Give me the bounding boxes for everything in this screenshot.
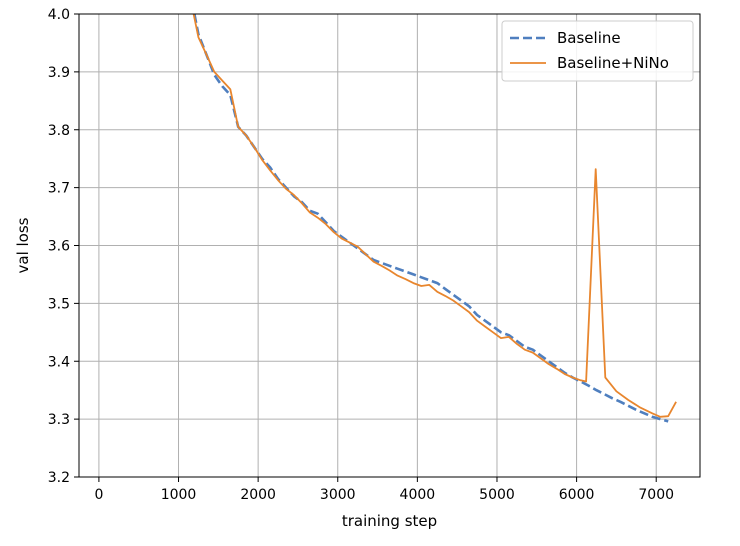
y-tick-label: 3.5 — [48, 296, 70, 312]
series-layer — [192, 14, 677, 423]
legend-label: Baseline — [557, 29, 621, 47]
y-tick-label: 3.7 — [48, 181, 70, 197]
x-tick-label: 4000 — [400, 487, 436, 503]
y-tick-label: 3.8 — [48, 123, 70, 139]
series-line-baseline — [193, 14, 669, 423]
y-tick-label: 3.3 — [48, 412, 70, 428]
x-tick-label: 7000 — [638, 487, 674, 503]
y-tick-label: 3.6 — [48, 239, 70, 255]
x-axis-label: training step — [342, 512, 437, 530]
series-line-baseline-nino — [192, 14, 677, 418]
x-tick-label: 5000 — [479, 487, 515, 503]
legend-box — [501, 20, 694, 82]
grid — [79, 13, 700, 478]
legend-label: Baseline+NiNo — [557, 54, 669, 72]
legend: Baseline Baseline+NiNo — [501, 20, 694, 82]
x-tick-label: 2000 — [240, 487, 276, 503]
y-tick-label: 3.2 — [48, 470, 70, 486]
x-tick-label: 6000 — [559, 487, 595, 503]
y-tick-label: 3.9 — [48, 65, 70, 81]
y-tick-label: 3.4 — [48, 354, 70, 370]
y-tick-label: 4.0 — [48, 7, 70, 23]
x-tick-label: 3000 — [320, 487, 356, 503]
ticks: 0 1000 2000 3000 4000 5000 6000 7000 3.2 3.3 3.4 3.… — [48, 7, 674, 503]
y-axis-label: val loss — [14, 217, 32, 273]
x-tick-label: 0 — [94, 487, 103, 503]
x-tick-label: 1000 — [161, 487, 197, 503]
